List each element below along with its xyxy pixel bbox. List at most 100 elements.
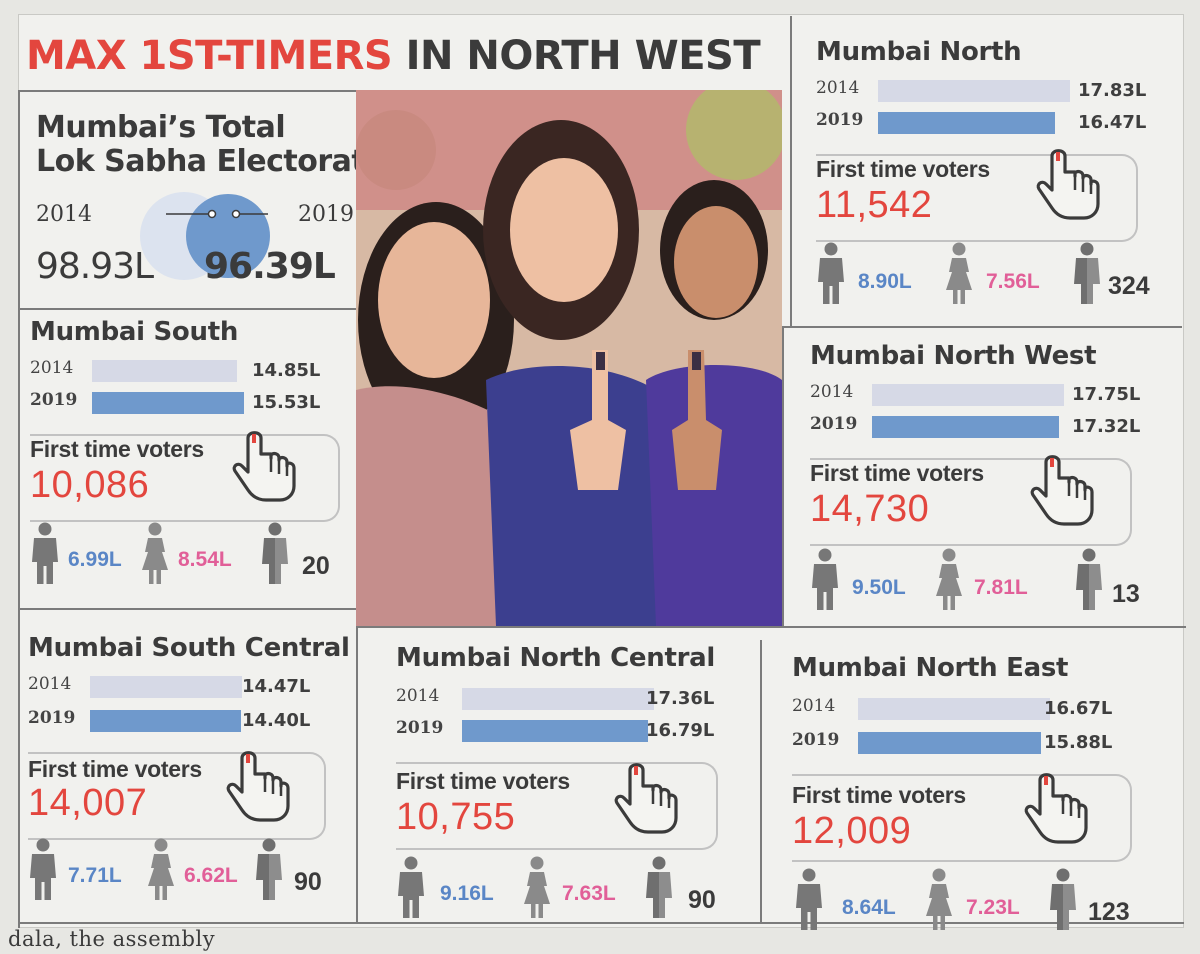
female-voters-value: 7.81L bbox=[974, 576, 1028, 599]
electorate-circles-icon bbox=[140, 192, 270, 280]
first-time-voters-count: 10,086 bbox=[30, 464, 150, 506]
male-figure-icon bbox=[398, 856, 424, 918]
female-figure-icon bbox=[936, 548, 962, 610]
constituency-mumbai-north-east: Mumbai North East 2014 16.67L 2019 15.88… bbox=[792, 652, 1176, 930]
female-voters-value: 7.56L bbox=[986, 270, 1040, 293]
bar-2014 bbox=[92, 360, 237, 382]
female-figure-icon bbox=[524, 856, 550, 918]
electorate-panel: Mumbai’s Total Lok Sabha Electorate 2014… bbox=[36, 110, 386, 300]
other-voters-value: 123 bbox=[1088, 898, 1130, 926]
female-voters-value: 6.62L bbox=[184, 864, 238, 887]
first-time-voters-box bbox=[810, 458, 1132, 546]
first-time-voters-box bbox=[396, 762, 718, 850]
headline-rest: IN NORTH WEST bbox=[392, 33, 761, 79]
year-2014-label: 2014 bbox=[28, 674, 72, 694]
pointing-hand-icon bbox=[226, 751, 290, 822]
value-2014: 17.36L bbox=[646, 688, 715, 709]
bar-2014 bbox=[90, 676, 242, 698]
headline: MAX 1ST-TIMERS IN NORTH WEST bbox=[26, 30, 761, 82]
value-2014: 16.67L bbox=[1044, 698, 1113, 719]
year-2019-label: 2019 bbox=[30, 390, 78, 410]
year-2014-label: 2014 bbox=[792, 696, 836, 716]
divider bbox=[18, 922, 1184, 924]
pointing-hand-icon bbox=[1024, 773, 1088, 844]
first-time-voters-box bbox=[792, 774, 1132, 862]
year-2014-label: 2014 bbox=[30, 358, 74, 378]
transgender-figure-icon bbox=[256, 838, 282, 900]
electorate-year-2014: 2014 bbox=[36, 202, 92, 227]
constituency-mumbai-north-central: Mumbai North Central 2014 17.36L 2019 16… bbox=[396, 642, 756, 922]
year-2019-label: 2019 bbox=[396, 718, 444, 738]
bar-2014 bbox=[872, 384, 1064, 406]
constituency-name: Mumbai South Central bbox=[28, 633, 350, 663]
headline-highlight: MAX 1ST-TIMERS bbox=[26, 33, 393, 79]
first-time-voters-box bbox=[28, 752, 326, 840]
divider bbox=[18, 90, 358, 92]
divider bbox=[782, 326, 1182, 328]
bar-2019 bbox=[90, 710, 241, 732]
value-2014: 14.47L bbox=[242, 676, 311, 697]
pointing-hand-icon bbox=[1030, 455, 1094, 526]
constituency-mumbai-south-central: Mumbai South Central 2014 14.47L 2019 14… bbox=[28, 632, 354, 922]
male-voters-value: 9.50L bbox=[852, 576, 906, 599]
male-figure-icon bbox=[812, 548, 838, 610]
first-time-voters-label: First time voters bbox=[396, 768, 570, 794]
first-time-voters-count: 14,730 bbox=[810, 488, 930, 530]
value-2019: 16.79L bbox=[646, 720, 715, 741]
male-voters-value: 8.90L bbox=[858, 270, 912, 293]
first-time-voters-count: 10,755 bbox=[396, 796, 516, 838]
bar-2014 bbox=[462, 688, 654, 710]
year-2014-label: 2014 bbox=[396, 686, 440, 706]
bar-2019 bbox=[858, 732, 1041, 754]
other-voters-value: 90 bbox=[688, 886, 716, 914]
female-voters-value: 7.63L bbox=[562, 882, 616, 905]
value-2014: 17.83L bbox=[1078, 80, 1147, 101]
constituency-mumbai-south: Mumbai South 2014 14.85L 2019 15.53L Fir… bbox=[30, 316, 352, 604]
transgender-figure-icon bbox=[262, 522, 288, 584]
constituency-name: Mumbai North Central bbox=[396, 643, 715, 673]
pointing-hand-icon bbox=[232, 431, 296, 502]
transgender-figure-icon bbox=[1074, 242, 1100, 304]
three-women-inked-fingers-image bbox=[356, 90, 782, 626]
first-time-voters-label: First time voters bbox=[30, 436, 204, 462]
male-voters-value: 9.16L bbox=[440, 882, 494, 905]
value-2014: 17.75L bbox=[1072, 384, 1141, 405]
first-time-voters-label: First time voters bbox=[810, 460, 984, 486]
value-2019: 17.32L bbox=[1072, 416, 1141, 437]
first-time-voters-box bbox=[816, 154, 1138, 242]
year-2019-label: 2019 bbox=[816, 110, 864, 130]
value-2014: 14.85L bbox=[252, 360, 321, 381]
first-time-voters-count: 11,542 bbox=[816, 184, 933, 226]
first-time-voters-count: 14,007 bbox=[28, 782, 148, 824]
male-voters-value: 7.71L bbox=[68, 864, 122, 887]
transgender-figure-icon bbox=[1076, 548, 1102, 610]
divider bbox=[18, 92, 20, 928]
divider bbox=[760, 640, 762, 924]
first-time-voters-label: First time voters bbox=[792, 782, 966, 808]
first-time-voters-label: First time voters bbox=[28, 756, 202, 782]
year-2014-label: 2014 bbox=[810, 382, 854, 402]
male-voters-value: 6.99L bbox=[68, 548, 122, 571]
electorate-value-2019: 96.39L bbox=[204, 246, 336, 287]
first-time-voters-count: 12,009 bbox=[792, 810, 912, 852]
pointing-hand-icon bbox=[1036, 149, 1100, 220]
first-time-voters-label: First time voters bbox=[816, 156, 990, 182]
value-2019: 15.53L bbox=[252, 392, 321, 413]
male-figure-icon bbox=[32, 522, 58, 584]
bar-2014 bbox=[878, 80, 1070, 102]
male-figure-icon bbox=[30, 838, 56, 900]
constituency-name: Mumbai North East bbox=[792, 653, 1069, 683]
female-figure-icon bbox=[142, 522, 168, 584]
constituency-name: Mumbai South bbox=[30, 317, 239, 347]
bar-2014 bbox=[858, 698, 1050, 720]
year-2014-label: 2014 bbox=[816, 78, 860, 98]
electorate-title-line2: Lok Sabha Electorate bbox=[36, 144, 386, 179]
electorate-title-line1: Mumbai’s Total bbox=[36, 110, 286, 145]
voters-photo bbox=[356, 90, 782, 626]
bar-2019 bbox=[872, 416, 1059, 438]
female-figure-icon bbox=[148, 838, 174, 900]
divider bbox=[790, 16, 792, 326]
electorate-value-2014: 98.93L bbox=[36, 246, 154, 287]
electorate-year-2019: 2019 bbox=[298, 202, 354, 227]
constituency-name: Mumbai North West bbox=[810, 341, 1097, 371]
